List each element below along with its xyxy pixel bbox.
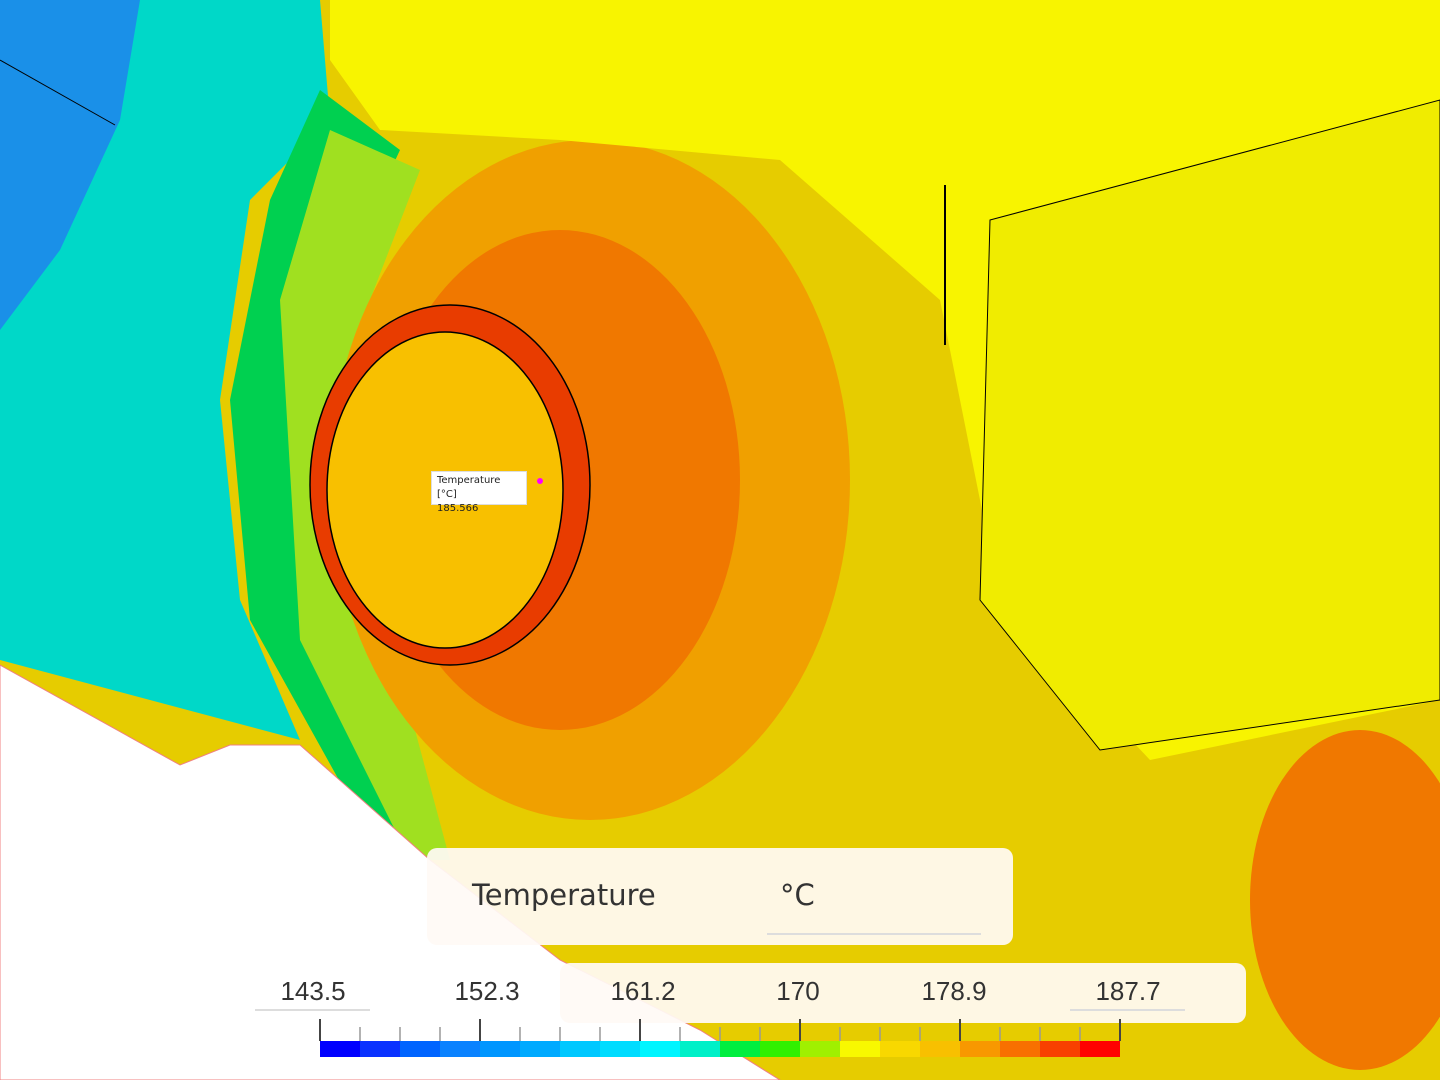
- colorbar-segment: [920, 1041, 960, 1057]
- colorbar-segment: [800, 1041, 840, 1057]
- colorbar-segment: [1000, 1041, 1040, 1057]
- colorbar: [320, 1041, 1120, 1057]
- colorbar-segment: [640, 1041, 680, 1057]
- yellow-right-part: [979, 99, 1440, 751]
- probe-value: 185.566: [437, 503, 479, 514]
- tick-label: 187.7: [1095, 976, 1161, 1006]
- probe-tooltip: Temperature [°C] 185.566: [431, 471, 527, 514]
- colorbar-segment: [880, 1041, 920, 1057]
- colorbar-segment: [760, 1041, 800, 1057]
- colorbar-segment: [1040, 1041, 1080, 1057]
- tick-label: 170: [776, 976, 820, 1006]
- colorbar-segment: [320, 1041, 360, 1057]
- tick-label: 152.3: [454, 976, 520, 1006]
- legend-title: Temperature: [472, 878, 656, 912]
- colorbar-segment: [560, 1041, 600, 1057]
- legend-unit-select[interactable]: °C: [780, 878, 815, 912]
- blue-region: [0, 0, 140, 330]
- colorbar-segment: [400, 1041, 440, 1057]
- probe-marker[interactable]: [537, 478, 543, 484]
- unit-underline: [767, 933, 981, 935]
- orange-pipe: [1250, 730, 1440, 1070]
- colorbar-segment: [720, 1041, 760, 1057]
- colorbar-segment: [600, 1041, 640, 1057]
- tick-label: 161.2: [610, 976, 676, 1006]
- tick-label: 143.5: [280, 976, 346, 1006]
- max-underline: [1070, 1009, 1185, 1011]
- tick-label: 178.9: [921, 976, 987, 1006]
- colorbar-segment: [520, 1041, 560, 1057]
- colorbar-segment: [360, 1041, 400, 1057]
- colorbar-panel: [560, 963, 1246, 1023]
- colorbar-segment: [960, 1041, 1000, 1057]
- min-underline: [255, 1009, 370, 1011]
- legend-title-panel: Temperature °C: [427, 848, 1013, 945]
- colorbar-segment: [840, 1041, 880, 1057]
- colorbar-segment: [440, 1041, 480, 1057]
- colorbar-segment: [1080, 1041, 1120, 1057]
- colorbar-segment: [480, 1041, 520, 1057]
- colorbar-segment: [680, 1041, 720, 1057]
- probe-label: Temperature [°C]: [437, 475, 501, 500]
